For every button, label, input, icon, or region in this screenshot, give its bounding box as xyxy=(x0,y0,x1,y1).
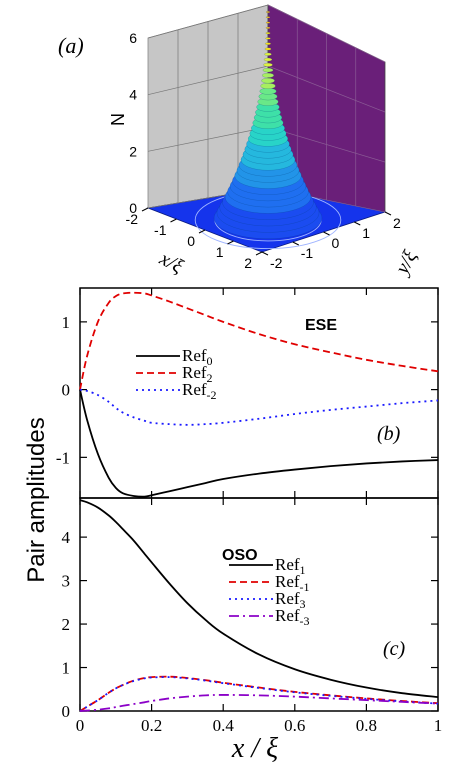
shared-x-axis-label: x / ξ xyxy=(231,733,278,764)
x-tick-mark xyxy=(255,251,263,256)
panel-c-frame xyxy=(79,497,439,712)
legend-label: Ref0 xyxy=(182,346,213,368)
surface-ring xyxy=(265,11,271,13)
surface-ring xyxy=(264,52,272,56)
y-tick-mark xyxy=(292,241,299,246)
surface-ring xyxy=(263,62,273,67)
y-tick-label: 0 xyxy=(62,381,71,400)
legend-label: Ref2 xyxy=(182,363,213,385)
y-axis-label: y/ξ xyxy=(390,247,421,280)
surface-ring xyxy=(261,77,275,84)
surface-ring xyxy=(265,21,271,24)
x-tick-label: 0.4 xyxy=(213,716,235,735)
x-tick-mark xyxy=(227,240,234,245)
surface-ring xyxy=(265,37,271,40)
series-line-ref-1 xyxy=(79,675,439,712)
legend-label: Ref3 xyxy=(275,589,306,611)
legend-label: Ref-1 xyxy=(275,572,310,594)
surface-ring xyxy=(265,16,271,19)
x-tick-label: 1 xyxy=(434,716,443,735)
panel-b-series xyxy=(79,291,439,498)
panel-c-label: (c) xyxy=(383,638,406,660)
surface-ring xyxy=(260,82,276,90)
series-line-ref-3 xyxy=(79,694,439,712)
panel-b-ticks: 1 0 -1 xyxy=(56,288,439,498)
panel-a-3d-surface xyxy=(146,4,387,253)
z-tick-label: 4 xyxy=(129,87,137,103)
y-tick-mark xyxy=(323,231,330,236)
shared-y-axis-label: Pair amplitudes xyxy=(23,417,50,582)
legend-label: Ref1 xyxy=(275,555,306,577)
x-tick-label: -2 xyxy=(126,211,139,227)
y-tick-mark xyxy=(261,251,269,256)
surface-ring xyxy=(262,67,274,73)
panel-c-title: OSO xyxy=(222,547,258,564)
y-tick-label: -2 xyxy=(270,255,283,271)
series-line-ref-2 xyxy=(79,388,439,426)
surface-ring xyxy=(265,31,271,35)
y-tick-label: -1 xyxy=(56,448,70,467)
x-axis-label: x/ξ xyxy=(155,247,187,278)
series-line-ref3 xyxy=(79,676,439,712)
x-tick-mark xyxy=(141,207,149,212)
series-line-ref1 xyxy=(79,499,439,698)
x-tick-label: 1 xyxy=(216,244,224,260)
y-tick-mark xyxy=(354,221,361,226)
y-tick-mark xyxy=(384,211,392,216)
surface-ring xyxy=(264,42,272,46)
y-tick-label: 1 xyxy=(62,313,71,332)
x-tick-mark xyxy=(198,229,206,234)
panel-a-label: (a) xyxy=(58,33,84,58)
y-tick-label: 1 xyxy=(62,659,71,678)
z-tick-label: 2 xyxy=(129,143,137,159)
panel-c-ticks: 4 3 2 1 00 0.2 0.4 0.6 0.8 1 xyxy=(62,498,443,735)
surface-ring xyxy=(264,47,272,51)
panel-b-frame xyxy=(79,287,439,499)
x-tick-label: -1 xyxy=(154,222,167,238)
series-line-ref2 xyxy=(79,291,439,390)
wall-grid xyxy=(147,4,386,213)
x-tick-label: 0 xyxy=(76,716,85,735)
y-tick-label: 4 xyxy=(62,528,71,547)
y-tick-label: -1 xyxy=(301,245,314,261)
x-tick-mark xyxy=(170,218,177,223)
y-tick-label: 0 xyxy=(332,235,340,251)
panel-b-label: (b) xyxy=(377,423,401,445)
x-tick-label: 0.6 xyxy=(284,716,305,735)
panel-c-series xyxy=(79,499,439,712)
z-tick-label: 0 xyxy=(129,200,137,216)
y-tick-label: 1 xyxy=(362,225,370,241)
x-tick-label: 0.2 xyxy=(141,716,162,735)
y-tick-label: 3 xyxy=(62,572,71,591)
legend-label: Ref-2 xyxy=(182,380,217,402)
y-tick-label: 2 xyxy=(62,615,71,634)
legend-label: Ref-3 xyxy=(275,606,310,628)
x-tick-label: 0.8 xyxy=(356,716,377,735)
z-tick-label: 6 xyxy=(129,30,137,46)
surface-peak xyxy=(194,11,342,250)
surface-ring xyxy=(261,72,275,78)
panel-b-title: ESE xyxy=(305,317,337,334)
surface-ring xyxy=(263,57,273,62)
series-line-ref0 xyxy=(79,389,439,498)
y-tick-label: 0 xyxy=(62,702,71,721)
y-tick-label: 2 xyxy=(393,215,401,231)
x-tick-label: 2 xyxy=(244,255,252,271)
z-axis-label: N xyxy=(108,113,128,126)
surface-ring xyxy=(265,26,271,29)
x-tick-label: 0 xyxy=(187,233,195,249)
